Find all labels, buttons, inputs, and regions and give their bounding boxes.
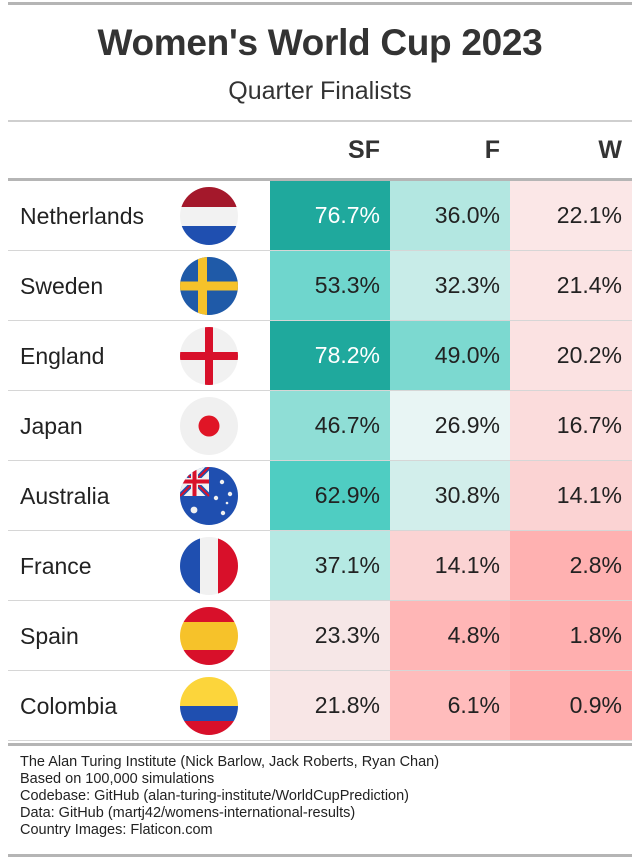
cell-w: 20.2% [510,321,632,390]
column-header-w: W [598,136,622,164]
cell-f: 4.8% [390,601,510,670]
cell-sf: 46.7% [270,391,390,460]
cell-sf: 76.7% [270,181,390,250]
cell-sf: 78.2% [270,321,390,390]
table-row: Japan 46.7% 26.9% 16.7% [8,391,632,461]
cell-sf: 37.1% [270,531,390,600]
table-row: England 78.2% 49.0% 20.2% [8,321,632,391]
page-subtitle: Quarter Finalists [228,77,412,105]
cell-w: 2.8% [510,531,632,600]
footer-bottom-rule [8,854,632,857]
japan-flag-icon [180,397,238,455]
france-flag-icon [180,537,238,595]
england-flag-icon [180,327,238,385]
footer-notes: The Alan Turing Institute (Nick Barlow, … [20,754,439,839]
cell-f: 36.0% [390,181,510,250]
page-title: Women's World Cup 2023 [97,22,543,63]
country-name: Japan [20,413,83,439]
cell-f: 32.3% [390,251,510,320]
cell-w: 16.7% [510,391,632,460]
header-bottom-rule [8,178,632,181]
column-header-sf: SF [348,136,380,164]
cell-sf: 23.3% [270,601,390,670]
table-row: France 37.1% 14.1% 2.8% [8,531,632,601]
cell-sf: 21.8% [270,671,390,740]
footer-line-data: Data: GitHub (martj42/womens-internation… [20,805,356,821]
netherlands-flag-icon [180,187,238,245]
cell-w: 14.1% [510,461,632,530]
country-name: Spain [20,623,79,649]
top-rule [8,2,632,5]
cell-w: 21.4% [510,251,632,320]
sweden-flag-icon [180,257,238,315]
australia-flag-icon [180,467,238,525]
footer-line-images: Country Images: Flaticon.com [20,822,213,838]
country-name: Netherlands [20,203,145,229]
table-row: Colombia 21.8% 6.1% 0.9% [8,671,632,741]
cell-f: 30.8% [390,461,510,530]
cell-f: 49.0% [390,321,510,390]
cell-sf: 53.3% [270,251,390,320]
footer-line-simulations: Based on 100,000 simulations [20,771,215,787]
country-name: Colombia [20,693,118,719]
footer-line-credit: The Alan Turing Institute (Nick Barlow, … [20,754,440,770]
table-bottom-rule [8,743,632,746]
header-top-rule [8,120,632,122]
spain-flag-icon [180,607,238,665]
table-row: Netherlands 76.7% 36.0% 22.1% [8,181,632,251]
country-name: Australia [20,483,110,509]
footer-line-codebase: Codebase: GitHub (alan-turing-institute/… [20,788,410,804]
cell-sf: 62.9% [270,461,390,530]
cell-f: 6.1% [390,671,510,740]
country-name: Sweden [20,273,104,299]
cell-w: 22.1% [510,181,632,250]
column-header-f: F [484,136,500,164]
table-row: Australia 62.9% 30.8% 14.1% [8,461,632,531]
table-row: Sweden 53.3% 32.3% 21.4% [8,251,632,321]
table-header: SF F W [8,122,632,178]
cell-w: 1.8% [510,601,632,670]
table-row: Spain 23.3% 4.8% 1.8% [8,601,632,671]
country-name: England [20,343,105,369]
country-name: France [20,553,92,579]
cell-w: 0.9% [510,671,632,740]
colombia-flag-icon [180,677,238,735]
cell-f: 14.1% [390,531,510,600]
cell-f: 26.9% [390,391,510,460]
